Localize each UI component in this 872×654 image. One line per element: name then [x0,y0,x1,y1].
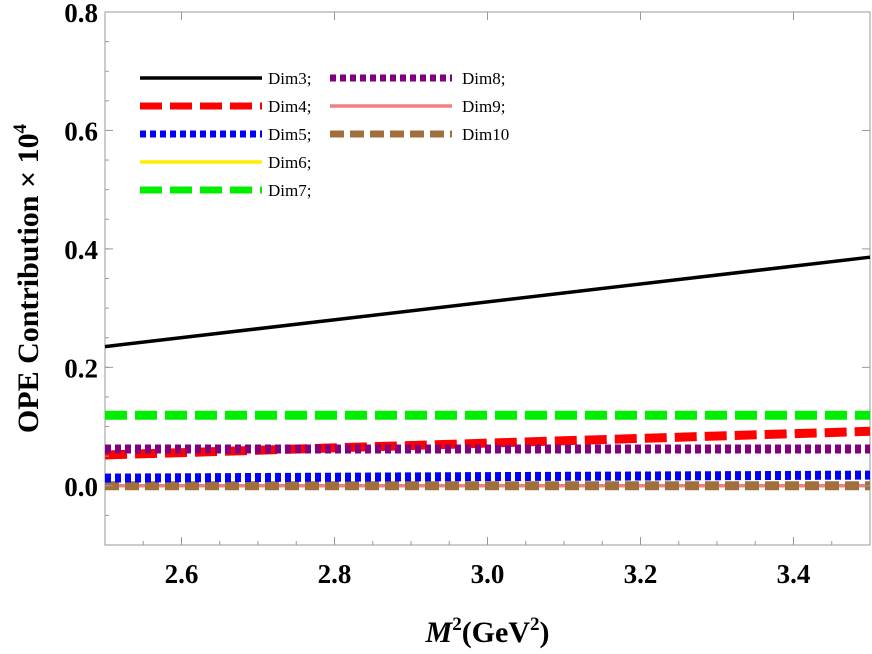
x-tick-label: 2.8 [318,559,352,589]
legend-label-dim8: Dim8; [462,69,505,88]
x-label-rest: (GeV [462,616,531,649]
x-label-close: ) [540,616,550,649]
legend-label-dim10: Dim10 [462,125,509,144]
legend-label-dim5: Dim5; [268,125,311,144]
y-tick-label: 0.2 [64,353,98,383]
y-tick-label: 0.0 [64,472,98,502]
x-label-sup2: 2 [530,614,540,635]
legend-label-dim9: Dim9; [462,97,505,116]
x-axis-label: M2(GeV2) [425,614,550,649]
y-label-main: OPE Contribution × 10 [12,133,45,433]
y-label-sup: 4 [10,123,31,133]
legend-label-dim4: Dim4; [268,97,311,116]
series-layer [104,255,871,491]
legend: Dim3; Dim4; Dim5; Dim6; Dim7; Dim8; Dim9; Dim10 [140,69,509,200]
y-ticks: 0.0 0.2 0.4 0.6 0.8 [64,0,870,546]
x-tick-label: 2.6 [165,559,199,589]
plot-frame [104,11,871,546]
legend-label-dim7: Dim7; [268,181,311,200]
legend-label-dim3: Dim3; [268,69,311,88]
series-line-dim4 [104,426,871,460]
x-tick-label: 3.0 [471,559,505,589]
y-axis-label: OPE Contribution × 104 [10,123,45,433]
x-tick-label: 3.4 [777,559,811,589]
y-tick-label: 0.8 [64,0,98,28]
y-tick-label: 0.6 [64,116,98,146]
y-tick-label: 0.4 [64,235,98,265]
legend-label-dim6: Dim6; [268,153,311,172]
series-line-dim3 [104,255,871,349]
x-label-sup1: 2 [452,614,462,635]
plot-area: 2.6 2.8 3.0 3.2 3.4 0.0 0.2 0.4 0.6 0.8 [64,0,871,589]
series-line-dim5 [104,470,871,483]
x-ticks: 2.6 2.8 3.0 3.2 3.4 [104,12,871,589]
x-label-italic: M [425,616,454,649]
x-tick-label: 3.2 [624,559,658,589]
